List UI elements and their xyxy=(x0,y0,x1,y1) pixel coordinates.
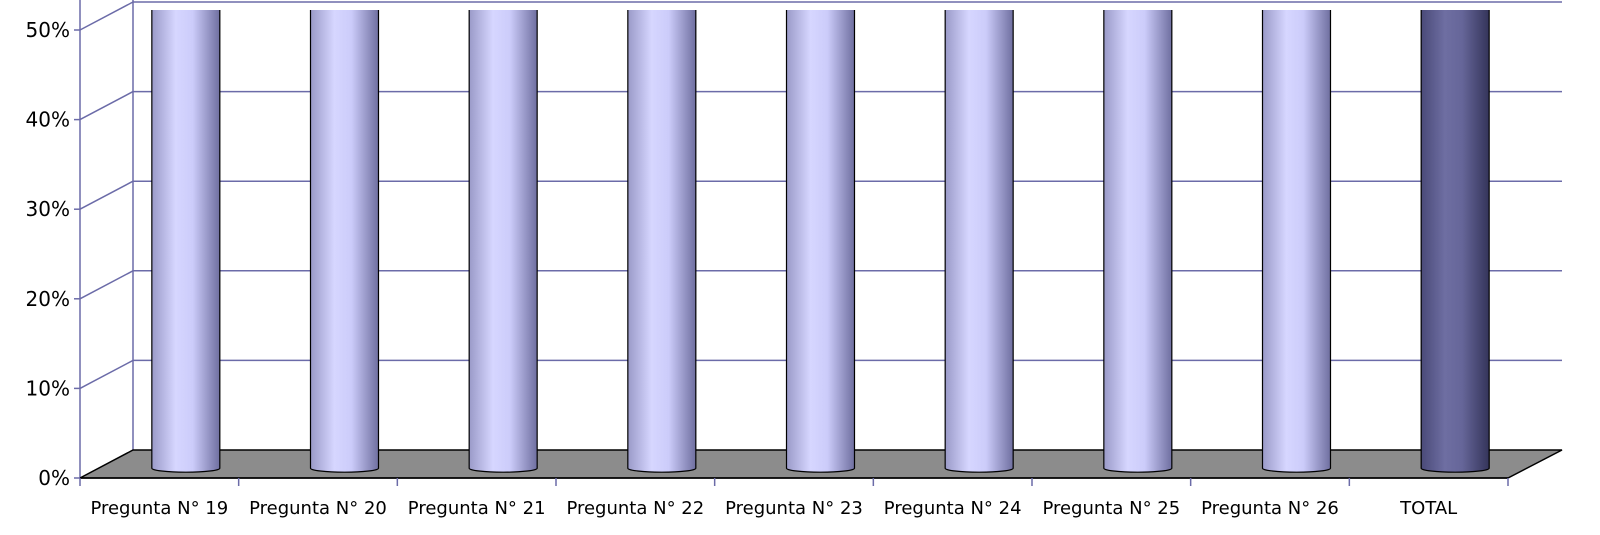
bar-body xyxy=(1261,10,1332,473)
gridline-side xyxy=(79,180,134,210)
bar-body xyxy=(309,10,380,473)
y-tick-label: 50% xyxy=(26,18,70,42)
y-tick-label: 0% xyxy=(38,466,70,490)
chart-walls xyxy=(79,0,134,478)
y-tick-label: 20% xyxy=(26,287,70,311)
gridline-side xyxy=(79,1,134,31)
x-tick-label: Pregunta N° 22 xyxy=(566,498,704,519)
x-tick-label: Pregunta N° 26 xyxy=(1201,498,1339,519)
bar xyxy=(627,10,697,473)
x-tick-label: Pregunta N° 20 xyxy=(249,498,387,519)
bar xyxy=(151,10,221,473)
bar-body xyxy=(1420,10,1490,473)
bar-body xyxy=(627,10,697,473)
x-axis-labels: Pregunta N° 19 Pregunta N° 20 Pregunta N° … xyxy=(79,478,1509,519)
gridline-side xyxy=(79,90,134,121)
bar xyxy=(1261,10,1332,473)
y-tick-label: 40% xyxy=(26,108,70,132)
y-tick-label: 10% xyxy=(26,376,70,400)
y-tick-label: 30% xyxy=(26,197,70,221)
bar xyxy=(944,10,1014,473)
bar xyxy=(1103,10,1173,473)
x-tick-label: Pregunta N° 25 xyxy=(1042,498,1180,519)
x-tick-label: Pregunta N° 21 xyxy=(408,498,546,519)
gridline-side xyxy=(79,359,134,390)
x-tick-label: TOTAL xyxy=(1399,498,1457,519)
bar xyxy=(468,10,538,473)
bar xyxy=(309,10,380,473)
bar xyxy=(785,10,856,473)
bar-body xyxy=(944,10,1014,473)
bar-total xyxy=(1420,10,1490,473)
y-axis-ticks: 0% 10% 20% 30% 40% 50% xyxy=(26,18,80,490)
bar-body xyxy=(468,10,538,473)
x-tick-label: Pregunta N° 23 xyxy=(725,498,863,519)
bar-body xyxy=(1103,10,1173,473)
bar-body xyxy=(151,10,221,473)
x-tick-label: Pregunta N° 24 xyxy=(884,498,1022,519)
bars xyxy=(151,10,1490,473)
gridline-side xyxy=(79,270,134,300)
x-tick-label: Pregunta N° 19 xyxy=(90,498,228,519)
bar-body xyxy=(785,10,856,473)
